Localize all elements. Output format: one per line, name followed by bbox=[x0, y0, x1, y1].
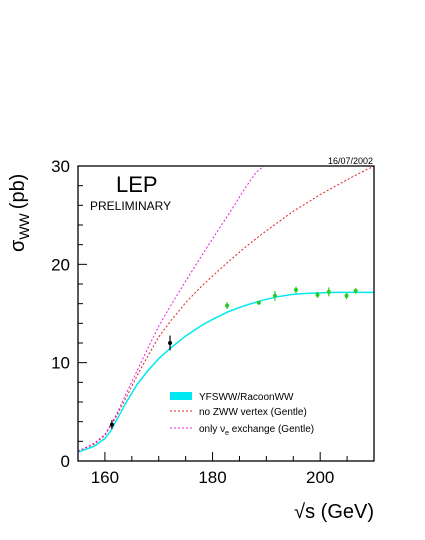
y-axis-unit: (pb) bbox=[7, 174, 29, 210]
series-line-onlynue bbox=[77, 165, 265, 452]
data-point bbox=[256, 300, 261, 305]
y-axis-title: σWW(pb) bbox=[7, 174, 32, 252]
data-marker bbox=[344, 293, 349, 298]
data-point bbox=[272, 290, 277, 301]
curves-layer bbox=[77, 165, 375, 453]
data-marker bbox=[256, 300, 261, 305]
date-label: 16/07/2002 bbox=[328, 156, 373, 166]
data-points-layer bbox=[109, 286, 358, 430]
data-marker bbox=[353, 288, 358, 293]
data-point bbox=[293, 286, 298, 294]
y-tick-label: 20 bbox=[51, 255, 70, 274]
x-tick-label: 180 bbox=[198, 468, 226, 487]
preliminary-label: PRELIMINARY bbox=[90, 199, 171, 213]
data-point bbox=[109, 420, 114, 430]
data-marker bbox=[272, 293, 277, 298]
data-marker bbox=[293, 287, 298, 292]
data-marker bbox=[315, 292, 320, 297]
legend-swatch-ysww bbox=[170, 392, 192, 400]
x-axis-title: √s (GeV) bbox=[294, 501, 374, 523]
legend-label-onlynue: only νe exchange (Gentle) bbox=[199, 424, 314, 437]
legend-label-nozww: no ZWW vertex (Gentle) bbox=[199, 407, 307, 418]
data-marker bbox=[326, 289, 331, 294]
axis-ticks: 160 180 200 0 10 20 30 bbox=[51, 157, 375, 487]
series-line-nozww bbox=[77, 165, 375, 452]
x-tick-label: 200 bbox=[306, 468, 334, 487]
y-axis-subscript: WW bbox=[16, 212, 32, 239]
series-line-ysww bbox=[77, 291, 374, 453]
data-point bbox=[168, 335, 173, 351]
data-marker bbox=[109, 422, 114, 427]
legend: YFSWW/RacoonWW no ZWW vertex (Gentle) on… bbox=[170, 392, 314, 437]
data-marker bbox=[225, 303, 230, 308]
y-axis-symbol: σ bbox=[7, 239, 29, 252]
data-point bbox=[344, 292, 349, 300]
data-point bbox=[326, 287, 331, 297]
data-marker bbox=[168, 341, 173, 345]
data-point bbox=[225, 302, 230, 310]
data-point bbox=[315, 291, 320, 298]
experiment-label: LEP bbox=[116, 172, 158, 197]
plot-frame bbox=[77, 165, 375, 462]
x-tick-label: 160 bbox=[91, 468, 119, 487]
y-tick-label: 10 bbox=[51, 354, 70, 373]
y-tick-label: 0 bbox=[61, 452, 70, 471]
legend-label-ysww: YFSWW/RacoonWW bbox=[199, 392, 294, 403]
y-tick-label: 30 bbox=[51, 157, 70, 176]
data-point bbox=[353, 288, 358, 294]
